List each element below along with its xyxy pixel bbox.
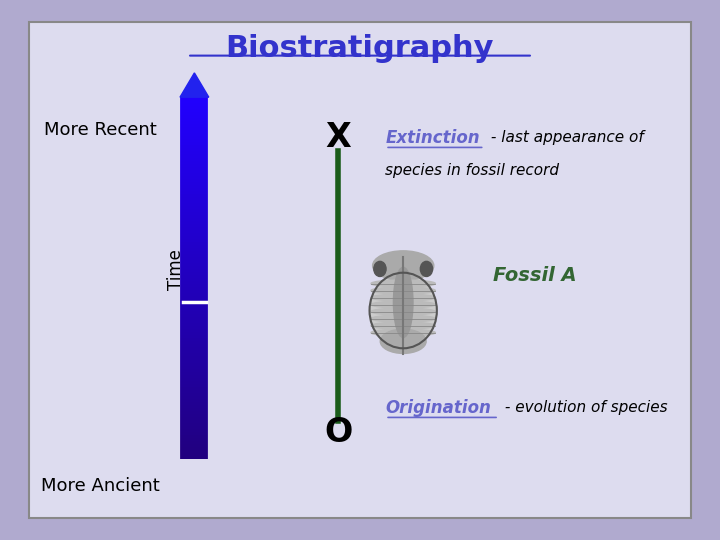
Text: Fossil A: Fossil A	[493, 266, 577, 285]
Text: species in fossil record: species in fossil record	[385, 163, 559, 178]
Ellipse shape	[371, 280, 436, 287]
Text: X: X	[325, 121, 351, 154]
Text: More Ancient: More Ancient	[42, 477, 160, 495]
Text: More Recent: More Recent	[45, 120, 157, 139]
Text: Biostratigraphy: Biostratigraphy	[226, 34, 494, 63]
Text: - evolution of species: - evolution of species	[500, 400, 668, 415]
Ellipse shape	[371, 329, 436, 336]
Ellipse shape	[393, 267, 413, 338]
Text: Origination: Origination	[385, 399, 491, 417]
Polygon shape	[180, 73, 209, 97]
Ellipse shape	[371, 322, 436, 329]
Ellipse shape	[371, 308, 436, 315]
Text: - last appearance of: - last appearance of	[486, 130, 644, 145]
Text: Extinction: Extinction	[385, 129, 480, 147]
Ellipse shape	[374, 261, 386, 276]
Ellipse shape	[420, 261, 433, 276]
Ellipse shape	[371, 287, 436, 294]
Ellipse shape	[373, 251, 434, 280]
Text: Time: Time	[167, 249, 186, 291]
Ellipse shape	[371, 301, 436, 308]
Text: O: O	[324, 415, 353, 449]
Ellipse shape	[369, 273, 437, 348]
Ellipse shape	[371, 315, 436, 322]
Ellipse shape	[371, 294, 436, 301]
Ellipse shape	[380, 329, 426, 353]
